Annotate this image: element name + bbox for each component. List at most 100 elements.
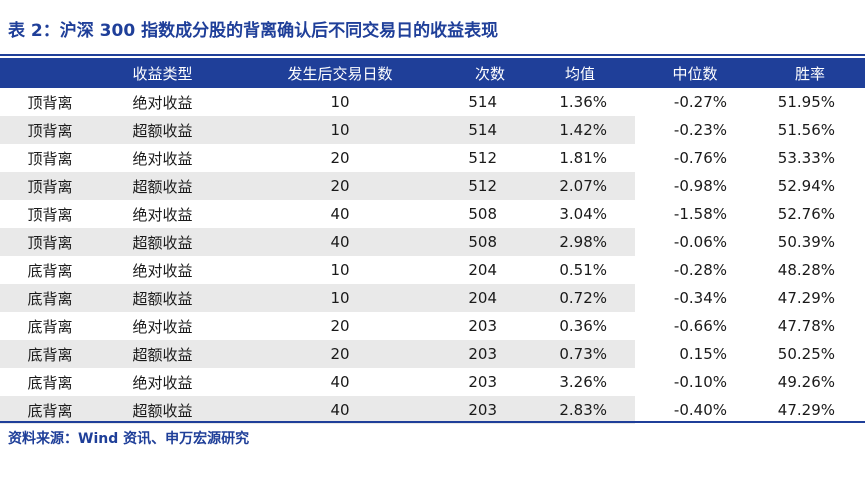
table-cell: 1.36% <box>559 93 607 111</box>
table-cell: 204 <box>468 261 497 279</box>
table-cell: 51.95% <box>777 93 835 111</box>
table-cell: 40 <box>225 228 455 256</box>
table-row: 底背离 绝对收益 20 203 0.36% -0.66% 47.78% <box>0 312 865 340</box>
table-cell: 顶背离 <box>0 228 100 256</box>
table-cell: 50.39% <box>777 233 835 251</box>
table-row: 底背离 超额收益 10 204 0.72% -0.34% 47.29% <box>0 284 865 312</box>
table-cell: 10 <box>225 284 455 312</box>
table-cell: 49.26% <box>777 373 835 391</box>
table-cell: -0.06% <box>673 233 727 251</box>
table-cell: 顶背离 <box>27 205 73 224</box>
table-cell: -0.28% <box>673 261 727 279</box>
table-cell: 40 <box>330 373 350 391</box>
table-cell: 绝对收益 <box>132 261 193 280</box>
table-row: 顶背离 绝对收益 40 508 3.04% -1.58% 52.76% <box>0 200 865 228</box>
table-cell: -1.58% <box>673 205 727 223</box>
table-cell: 20 <box>225 340 455 368</box>
table-cell: 1.81% <box>559 149 607 167</box>
table-cell: 20 <box>225 172 455 200</box>
table-cell: 3.04% <box>559 205 607 223</box>
table-cell: 绝对收益 <box>132 205 193 224</box>
table-cell: 10 <box>225 116 455 144</box>
table-cell: 40 <box>330 205 350 223</box>
table-cell: 超额收益 <box>100 396 225 424</box>
table-row: 顶背离 超额收益 40 508 2.98% -0.06% 50.39% <box>0 228 865 256</box>
table-cell: 48.28% <box>777 261 835 279</box>
source-note: 资料来源：Wind 资讯、申万宏源研究 <box>8 431 250 447</box>
header-cell: 中位数 <box>672 64 718 83</box>
table-cell: 超额收益 <box>100 172 225 200</box>
table-cell: -0.66% <box>673 317 727 335</box>
table-cell: 底背离 <box>27 261 73 280</box>
table-title: 表 2：沪深 300 指数成分股的背离确认后不同交易日的收益表现 <box>8 21 499 41</box>
table-row: 底背离 绝对收益 40 203 3.26% -0.10% 49.26% <box>0 368 865 396</box>
header-cell: 收益类型 <box>132 64 193 83</box>
table-cell: 3.26% <box>559 373 607 391</box>
table-cell: 0.15% <box>679 345 727 363</box>
table-cell: 512 <box>468 149 497 167</box>
table-cell: 顶背离 <box>27 93 73 112</box>
table-cell: 203 <box>468 317 497 335</box>
bottom-divider <box>0 421 865 423</box>
table-cell: 1.42% <box>525 116 635 144</box>
table-cell: 51.56% <box>777 121 835 139</box>
header-cell: 胜率 <box>794 64 825 83</box>
table-cell: 底背离 <box>0 396 100 424</box>
table-cell: 203 <box>455 396 525 424</box>
table-cell: -0.23% <box>673 121 727 139</box>
table-cell: 47.78% <box>777 317 835 335</box>
table-cell: 10 <box>330 93 350 111</box>
table-cell: -0.76% <box>673 149 727 167</box>
table-row: 顶背离 绝对收益 20 512 1.81% -0.76% 53.33% <box>0 144 865 172</box>
table-cell: 203 <box>455 340 525 368</box>
table-cell: 508 <box>455 228 525 256</box>
table-cell: 底背离 <box>0 340 100 368</box>
returns-table: 收益类型 发生后交易日数 次数 均值 中位数 胜率 顶背离 绝对收益 10 514 1.… <box>0 58 865 424</box>
table-cell: 超额收益 <box>100 284 225 312</box>
table-cell: 底背离 <box>0 284 100 312</box>
table-cell: 203 <box>468 373 497 391</box>
table-cell: 超额收益 <box>100 228 225 256</box>
table-cell: 512 <box>455 172 525 200</box>
table-row: 底背离 绝对收益 10 204 0.51% -0.28% 48.28% <box>0 256 865 284</box>
table-cell: 20 <box>330 149 350 167</box>
table-cell: 20 <box>330 317 350 335</box>
table-cell: 2.98% <box>525 228 635 256</box>
table-row: 顶背离 绝对收益 10 514 1.36% -0.27% 51.95% <box>0 88 865 116</box>
table-cell: 底背离 <box>27 373 73 392</box>
title-divider <box>0 54 865 56</box>
table-cell: 508 <box>468 205 497 223</box>
table-cell: 底背离 <box>27 317 73 336</box>
table-cell: 0.36% <box>559 317 607 335</box>
table-row: 顶背离 超额收益 20 512 2.07% -0.98% 52.94% <box>0 172 865 200</box>
table-cell: 绝对收益 <box>132 93 193 112</box>
table-cell: 40 <box>225 396 455 424</box>
table-cell: 绝对收益 <box>132 149 193 168</box>
table-cell: 0.51% <box>559 261 607 279</box>
table-header-row: 收益类型 发生后交易日数 次数 均值 中位数 胜率 <box>0 58 865 88</box>
table-cell: 顶背离 <box>0 172 100 200</box>
table-cell: -0.40% <box>673 401 727 419</box>
table-cell: -0.98% <box>673 177 727 195</box>
table-cell: 52.94% <box>777 177 835 195</box>
header-cell: 发生后交易日数 <box>287 64 393 83</box>
table-cell: -0.34% <box>673 289 727 307</box>
table-cell: 47.29% <box>777 401 835 419</box>
table-row: 顶背离 超额收益 10 514 1.42% -0.23% 51.56% <box>0 116 865 144</box>
table-cell: 50.25% <box>777 345 835 363</box>
table-cell: 超额收益 <box>100 340 225 368</box>
table-cell: 53.33% <box>777 149 835 167</box>
table-cell: 超额收益 <box>100 116 225 144</box>
table-cell: -0.27% <box>673 93 727 111</box>
table-cell: 52.76% <box>777 205 835 223</box>
table-cell: 绝对收益 <box>132 317 193 336</box>
header-cell: 次数 <box>474 64 505 83</box>
table-cell: -0.10% <box>673 373 727 391</box>
table-cell: 0.73% <box>525 340 635 368</box>
table-cell: 514 <box>455 116 525 144</box>
table-cell: 0.72% <box>525 284 635 312</box>
table-cell: 10 <box>330 261 350 279</box>
table-cell: 47.29% <box>777 289 835 307</box>
header-cell: 均值 <box>564 64 595 83</box>
table-cell: 514 <box>468 93 497 111</box>
